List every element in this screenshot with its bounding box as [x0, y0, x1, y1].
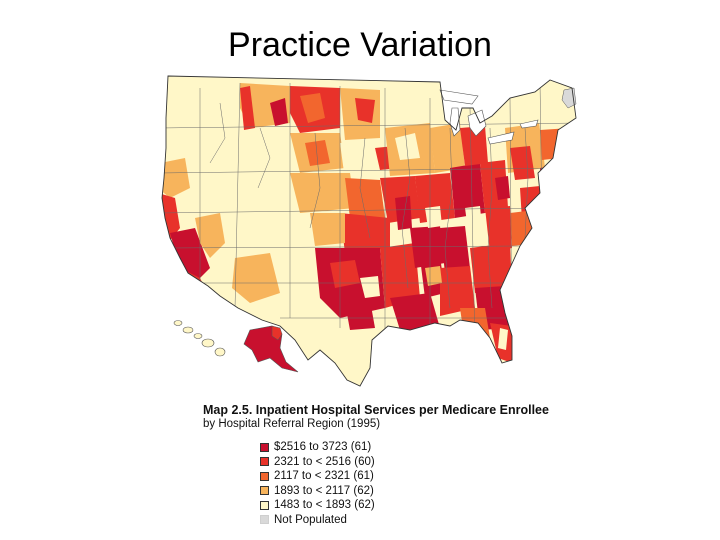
- legend-label: 1893 to < 2117 (62): [274, 484, 374, 497]
- legend-item: 1483 to < 1893 (62): [260, 498, 375, 513]
- legend-swatch: [260, 457, 269, 467]
- legend-label: 1483 to < 1893 (62): [274, 499, 375, 512]
- hawaii-islands: [173, 320, 226, 357]
- legend-item: 1893 to < 2117 (62): [260, 484, 375, 499]
- great-lakes: [439, 89, 539, 145]
- legend-label: $2516 to 3723 (61): [274, 441, 372, 454]
- map-svg: [161, 75, 577, 387]
- legend-swatch: [260, 500, 269, 510]
- legend-label: 2321 to < 2516 (60): [274, 455, 375, 468]
- map-caption: Map 2.5. Inpatient Hospital Services per…: [203, 403, 583, 526]
- legend-item: 2321 to < 2516 (60): [260, 455, 375, 470]
- alaska-region-east: [271, 325, 283, 341]
- legend-swatch: [260, 442, 269, 452]
- legend-label: Not Populated: [274, 513, 347, 526]
- legend-label: 2117 to < 2321 (61): [274, 470, 374, 483]
- us-outline: [161, 75, 577, 387]
- legend-swatch: [260, 515, 269, 525]
- legend-swatch: [260, 471, 269, 481]
- legend-swatch: [260, 486, 269, 496]
- map-subtitle: by Hospital Referral Region (1995): [203, 418, 381, 430]
- us-choropleth-map: [140, 68, 600, 398]
- legend-item: $2516 to 3723 (61): [260, 440, 375, 455]
- legend-item: 2117 to < 2321 (61): [260, 469, 375, 484]
- slide-title: Practice Variation: [228, 26, 492, 64]
- map-title: Map 2.5. Inpatient Hospital Services per…: [203, 403, 549, 417]
- contiguous-us: [162, 76, 576, 386]
- map-legend: $2516 to 3723 (61) 2321 to < 2516 (60) 2…: [260, 440, 375, 527]
- legend-item: Not Populated: [260, 513, 375, 528]
